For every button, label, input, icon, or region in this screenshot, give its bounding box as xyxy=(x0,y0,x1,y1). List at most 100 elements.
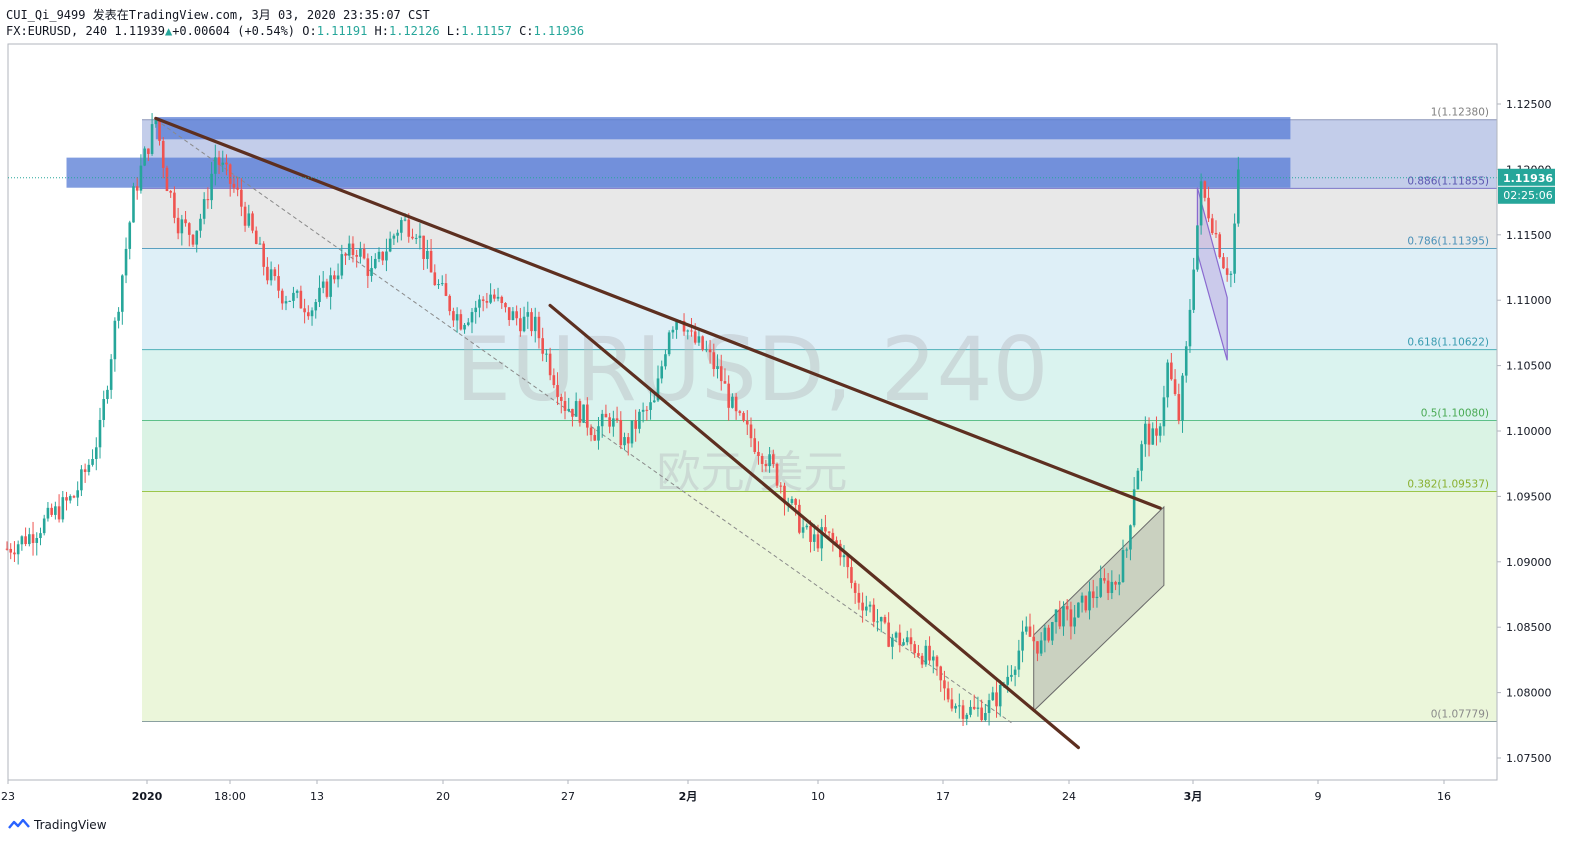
candle-body xyxy=(552,375,556,386)
candle-body xyxy=(1077,602,1080,618)
candle-body xyxy=(645,409,649,411)
fib-band xyxy=(142,349,1497,421)
candle-body xyxy=(277,276,280,291)
candle-body xyxy=(1039,640,1043,654)
candle-body xyxy=(13,552,16,555)
candle-body xyxy=(57,506,61,520)
candle-body xyxy=(1177,394,1181,421)
candle-body xyxy=(745,420,749,425)
candle-body xyxy=(187,223,191,235)
candle-body xyxy=(950,699,954,709)
candle-body xyxy=(54,506,57,515)
time-tick-label: 17 xyxy=(936,790,950,803)
candle-body xyxy=(344,254,347,256)
candle-body xyxy=(559,396,563,401)
candle-body xyxy=(433,272,437,286)
candle-body xyxy=(578,401,582,423)
candle-body xyxy=(1080,595,1084,603)
candle-body xyxy=(798,504,801,533)
candle-body xyxy=(980,707,983,721)
candle-body xyxy=(117,311,120,321)
candle-body xyxy=(757,451,760,456)
time-tick-label: 24 xyxy=(1062,790,1076,803)
candle-body xyxy=(1147,423,1151,445)
candle-body xyxy=(385,251,388,261)
candle-body xyxy=(1237,169,1240,224)
candle-body xyxy=(920,655,924,665)
fib-level-label: 0.382(1.09537) xyxy=(1407,479,1489,491)
price-tick-label: 1.11500 xyxy=(1506,229,1552,242)
candle-body xyxy=(1136,470,1140,490)
time-tick-label: 9 xyxy=(1315,790,1322,803)
candle-body xyxy=(143,148,146,166)
fib-level-label: 0.5(1.10080) xyxy=(1421,408,1489,420)
candle-body xyxy=(355,255,358,257)
candle-body xyxy=(861,602,864,611)
candle-body xyxy=(28,534,31,545)
candle-body xyxy=(210,173,213,201)
candle-body xyxy=(1010,674,1013,677)
candle-body xyxy=(719,366,723,382)
candle-body xyxy=(842,555,846,558)
candle-body xyxy=(879,617,883,622)
candle-body xyxy=(556,385,559,397)
candle-body xyxy=(347,243,351,256)
candle-body xyxy=(1129,525,1132,550)
candle-body xyxy=(589,427,593,436)
time-tick-label: 16 xyxy=(1437,790,1451,803)
candle-body xyxy=(526,312,530,317)
candle-body xyxy=(548,353,552,376)
candle-body xyxy=(660,366,664,379)
time-tick-label: 10 xyxy=(811,790,825,803)
candle-body xyxy=(530,312,533,332)
candle-body xyxy=(972,706,976,709)
candle-body xyxy=(314,302,318,311)
candle-body xyxy=(675,321,678,330)
fib-level-label: 0.886(1.11855) xyxy=(1407,175,1489,187)
candle-body xyxy=(593,435,597,441)
candle-body xyxy=(333,275,336,280)
candle-body xyxy=(236,187,239,190)
chart-publish-info: CUI_Qi_9499 发表在TradingView.com, 3月 03, 2… xyxy=(6,8,430,22)
candle-body xyxy=(65,497,68,501)
candle-body xyxy=(686,330,690,332)
candle-body xyxy=(541,338,544,354)
symbol-timeframe: FX:EURUSD, 240 xyxy=(6,24,108,38)
price-tick-label: 1.08500 xyxy=(1506,621,1552,634)
candle-body xyxy=(946,688,950,700)
candle-body xyxy=(72,496,76,498)
candle-body xyxy=(161,140,165,168)
candle-body xyxy=(1088,591,1091,611)
candle-body xyxy=(240,189,243,207)
current-price-label: 1.11936 xyxy=(1503,172,1553,185)
candle-body xyxy=(299,290,303,309)
candle-body xyxy=(1073,617,1076,627)
candle-body xyxy=(634,420,637,429)
candle-body xyxy=(366,258,370,276)
candle-body xyxy=(1229,273,1233,275)
brand-name: TradingView xyxy=(34,818,107,832)
ohlc-legend: FX:EURUSD, 240 1.11939▲+0.00604 (+0.54%)… xyxy=(6,24,584,38)
fib-level-label: 0.786(1.11395) xyxy=(1407,236,1489,248)
low-value: 1.11157 xyxy=(461,24,512,38)
candle-body xyxy=(1207,197,1210,219)
candle-body xyxy=(426,250,429,259)
high-value: 1.12126 xyxy=(388,24,440,38)
candle-body xyxy=(91,458,94,465)
candle-body xyxy=(1114,581,1117,585)
candle-body xyxy=(400,220,403,233)
candle-body xyxy=(876,621,879,623)
candle-body xyxy=(827,531,831,533)
footer-brand: TradingView xyxy=(8,818,107,832)
candle-body xyxy=(853,582,857,593)
candle-body xyxy=(173,192,176,218)
candle-body xyxy=(370,268,373,276)
candle-body xyxy=(1051,622,1054,641)
trendline xyxy=(154,116,1162,510)
candle-body xyxy=(31,534,35,543)
candle-body xyxy=(641,409,645,412)
open-value: 1.11191 xyxy=(316,24,368,38)
candle-body xyxy=(184,219,187,224)
candle-body xyxy=(768,454,771,467)
